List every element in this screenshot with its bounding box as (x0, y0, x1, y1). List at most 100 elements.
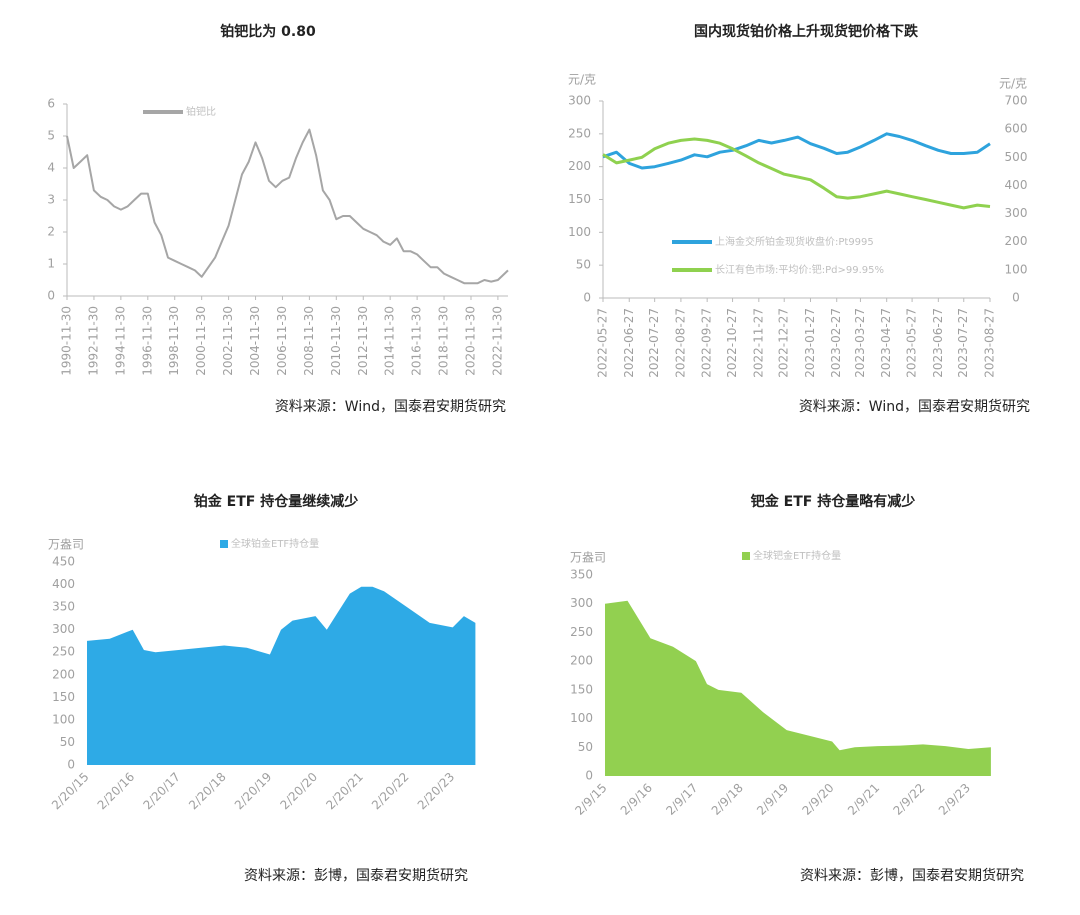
y-tick-label: 4 (47, 161, 55, 175)
y-unit: 元/克 (568, 73, 596, 87)
x-tick-label: 2023-08-27 (983, 308, 997, 378)
legend-label: 长江有色市场:平均价:钯:Pd>99.95% (715, 263, 884, 276)
x-tick-label: 1994-11-30 (113, 306, 127, 376)
x-tick-label: 2022-06-27 (622, 308, 636, 378)
x-tick-label: 2022-10-27 (725, 308, 739, 378)
legend-label: 全球铂金ETF持仓量 (231, 537, 319, 550)
y-tick-label: 2 (47, 225, 55, 239)
x-tick-label: 2023-01-27 (803, 308, 817, 378)
x-tick-label: 1998-11-30 (167, 306, 181, 376)
x-tick-label: 2010-11-30 (329, 306, 343, 376)
y-tick-label: 100 (570, 711, 593, 725)
y-tick-label: 100 (52, 712, 75, 726)
y-tick-label: 0 (67, 758, 75, 772)
y-tick-label: 5 (47, 129, 55, 143)
x-tick-label: 2002-11-30 (221, 306, 235, 376)
source-note: 资料来源：彭博，国泰君安期货研究 (800, 867, 1024, 884)
y-tick-label: 150 (568, 192, 591, 206)
y-tick-label: 50 (60, 735, 75, 749)
x-tick-label: 2022-11-30 (490, 306, 504, 376)
x-tick-label: 2014-11-30 (383, 306, 397, 376)
x-tick-label: 2022-08-27 (673, 308, 687, 378)
x-tick-label: 2020-11-30 (463, 306, 477, 376)
y-tick-label: 150 (52, 690, 75, 704)
y-tick-label: 6 (47, 97, 55, 111)
x-tick-label: 2/20/17 (140, 770, 183, 813)
x-tick-label: 2/9/23 (936, 781, 973, 818)
x-tick-label: 2023-06-27 (931, 308, 945, 378)
y-tick-label: 350 (570, 568, 593, 582)
x-tick-label: 2016-11-30 (410, 306, 424, 376)
y2-tick-label: 600 (1005, 122, 1028, 136)
area (605, 600, 991, 776)
line (602, 132, 991, 170)
chart-title: 铂金 ETF 持仓量继续减少 (194, 493, 358, 510)
legend-swatch (742, 552, 750, 560)
x-tick-label: 2/9/19 (754, 781, 791, 818)
x-tick-label: 2004-11-30 (248, 306, 262, 376)
y-tick-label: 1 (47, 257, 55, 271)
legend-label: 铂钯比 (186, 105, 216, 118)
y-tick-label: 250 (52, 645, 75, 659)
x-tick-label: 2/9/17 (663, 781, 700, 818)
y-tick-label: 300 (570, 596, 593, 610)
y2-unit: 元/克 (999, 77, 1027, 91)
y-tick-label: 50 (576, 258, 591, 272)
y-tick-label: 250 (568, 126, 591, 140)
y-tick-label: 150 (570, 682, 593, 696)
x-tick-label: 2/9/21 (845, 781, 882, 818)
chart-title: 国内现货铂价格上升现货钯价格下跌 (694, 23, 919, 40)
legend-label: 上海金交所铂金现货收盘价:Pt9995 (715, 235, 874, 248)
x-tick-label: 2023-04-27 (879, 308, 893, 378)
line (66, 128, 509, 285)
x-tick-label: 2022-09-27 (700, 308, 714, 378)
y-tick-label: 0 (583, 291, 591, 305)
y2-tick-label: 500 (1005, 150, 1028, 164)
x-tick-label: 2/20/15 (49, 770, 92, 813)
line (602, 137, 991, 210)
chart-title: 铂钯比为 0.80 (220, 23, 316, 40)
y2-tick-label: 700 (1005, 94, 1028, 108)
y2-tick-label: 300 (1005, 206, 1028, 220)
y-tick-label: 200 (52, 667, 75, 681)
x-tick-label: 2006-11-30 (275, 306, 289, 376)
x-tick-label: 2/20/21 (323, 770, 366, 813)
y-tick-label: 200 (570, 654, 593, 668)
y-tick-label: 400 (52, 577, 75, 591)
x-tick-label: 1996-11-30 (140, 306, 154, 376)
x-tick-label: 2/9/18 (709, 781, 746, 818)
y-tick-label: 100 (568, 225, 591, 239)
x-tick-label: 2022-11-27 (751, 308, 765, 378)
x-tick-label: 1992-11-30 (86, 306, 100, 376)
y-tick-label: 300 (52, 622, 75, 636)
area (87, 586, 476, 765)
y2-tick-label: 200 (1005, 234, 1028, 248)
y-tick-label: 0 (585, 769, 593, 783)
x-tick-label: 2023-02-27 (829, 308, 843, 378)
x-tick-label: 2/20/20 (278, 770, 321, 813)
x-tick-label: 2/20/16 (95, 770, 138, 813)
x-tick-label: 2/20/18 (186, 770, 229, 813)
x-tick-label: 2000-11-30 (194, 306, 208, 376)
x-tick-label: 2008-11-30 (302, 306, 316, 376)
y-tick-label: 200 (568, 159, 591, 173)
x-tick-label: 2022-05-27 (596, 308, 610, 378)
y2-tick-label: 400 (1005, 178, 1028, 192)
x-tick-label: 2022-12-27 (777, 308, 791, 378)
legend-swatch (220, 540, 228, 548)
y-tick-label: 350 (52, 600, 75, 614)
x-tick-label: 2012-11-30 (356, 306, 370, 376)
y2-tick-label: 100 (1005, 262, 1028, 276)
legend-label: 全球钯金ETF持仓量 (753, 549, 841, 562)
y-unit: 万盎司 (48, 538, 84, 552)
x-tick-label: 2023-07-27 (956, 308, 970, 378)
y-tick-label: 50 (578, 740, 593, 754)
y2-tick-label: 0 (1012, 291, 1020, 305)
x-tick-label: 2/9/20 (799, 781, 836, 818)
y-tick-label: 3 (47, 193, 55, 207)
x-tick-label: 2023-05-27 (905, 308, 919, 378)
y-tick-label: 0 (47, 289, 55, 303)
y-tick-label: 300 (568, 94, 591, 108)
y-tick-label: 250 (570, 625, 593, 639)
